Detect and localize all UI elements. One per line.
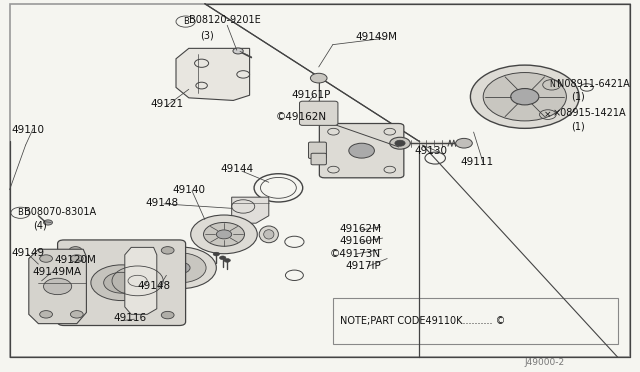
- Circle shape: [70, 255, 83, 262]
- Text: J49000-2: J49000-2: [525, 358, 565, 367]
- Text: ©49162N: ©49162N: [275, 112, 326, 122]
- Circle shape: [310, 73, 327, 83]
- Circle shape: [456, 138, 472, 148]
- Text: B: B: [182, 17, 189, 26]
- Circle shape: [69, 311, 82, 319]
- Text: 49148: 49148: [138, 282, 171, 291]
- FancyBboxPatch shape: [300, 101, 338, 125]
- Text: 49116: 49116: [114, 313, 147, 323]
- FancyBboxPatch shape: [319, 124, 404, 178]
- Text: 49120M: 49120M: [54, 256, 96, 265]
- Text: 49148: 49148: [146, 198, 179, 208]
- Text: 49149M: 49149M: [355, 32, 397, 42]
- Text: 4917IP: 4917IP: [346, 261, 381, 271]
- Circle shape: [145, 247, 216, 289]
- Text: 49161P: 49161P: [291, 90, 331, 100]
- FancyBboxPatch shape: [58, 240, 186, 326]
- FancyBboxPatch shape: [308, 142, 326, 158]
- Text: ×: ×: [544, 110, 552, 119]
- Text: B: B: [17, 208, 24, 217]
- Text: (1): (1): [572, 122, 585, 131]
- Circle shape: [55, 267, 72, 276]
- Text: N08911-6421A: N08911-6421A: [557, 79, 630, 89]
- Polygon shape: [176, 48, 250, 100]
- Circle shape: [213, 252, 220, 256]
- Ellipse shape: [259, 226, 278, 243]
- Circle shape: [220, 256, 226, 260]
- Polygon shape: [125, 247, 157, 314]
- FancyBboxPatch shape: [311, 153, 326, 165]
- Circle shape: [44, 278, 72, 295]
- Ellipse shape: [339, 137, 385, 164]
- Text: ×08915-1421A: ×08915-1421A: [552, 109, 626, 118]
- Circle shape: [40, 311, 52, 318]
- Text: 49110: 49110: [12, 125, 45, 135]
- Polygon shape: [232, 197, 269, 223]
- Text: (1): (1): [572, 92, 585, 102]
- Circle shape: [216, 230, 232, 239]
- Circle shape: [349, 143, 374, 158]
- Text: 49149: 49149: [12, 248, 45, 258]
- Circle shape: [191, 215, 257, 254]
- Circle shape: [40, 255, 52, 262]
- Text: ©49173N: ©49173N: [330, 249, 381, 259]
- Circle shape: [104, 272, 140, 293]
- Circle shape: [224, 259, 230, 262]
- Text: 49111: 49111: [461, 157, 494, 167]
- Ellipse shape: [264, 230, 274, 239]
- Text: (4): (4): [33, 220, 47, 230]
- Text: N: N: [549, 80, 554, 89]
- Text: 49140: 49140: [173, 185, 206, 195]
- Bar: [333, 298, 618, 344]
- Text: 49121: 49121: [150, 99, 184, 109]
- Circle shape: [161, 247, 174, 254]
- Polygon shape: [29, 249, 86, 324]
- Circle shape: [470, 65, 579, 128]
- Circle shape: [171, 262, 190, 273]
- Circle shape: [70, 311, 83, 318]
- Text: NOTE;PART CODE49110K.......... ©: NOTE;PART CODE49110K.......... ©: [340, 316, 506, 326]
- Circle shape: [69, 247, 82, 254]
- Text: (3): (3): [200, 31, 214, 40]
- Text: 49162M: 49162M: [339, 224, 381, 234]
- Circle shape: [483, 73, 566, 121]
- Circle shape: [155, 253, 206, 283]
- Circle shape: [395, 140, 405, 146]
- Text: 49144: 49144: [221, 164, 254, 174]
- Circle shape: [44, 220, 52, 225]
- Text: 49130: 49130: [415, 146, 448, 155]
- Circle shape: [233, 48, 243, 54]
- Circle shape: [161, 311, 174, 319]
- Text: 49160M: 49160M: [339, 236, 381, 246]
- Circle shape: [511, 89, 539, 105]
- Circle shape: [91, 265, 152, 301]
- Text: B08120-9201E: B08120-9201E: [189, 16, 260, 25]
- Circle shape: [308, 108, 329, 119]
- Circle shape: [390, 137, 410, 149]
- Circle shape: [204, 222, 244, 246]
- Circle shape: [57, 286, 70, 294]
- Text: 49149MA: 49149MA: [32, 267, 81, 276]
- Text: B08070-8301A: B08070-8301A: [24, 207, 97, 217]
